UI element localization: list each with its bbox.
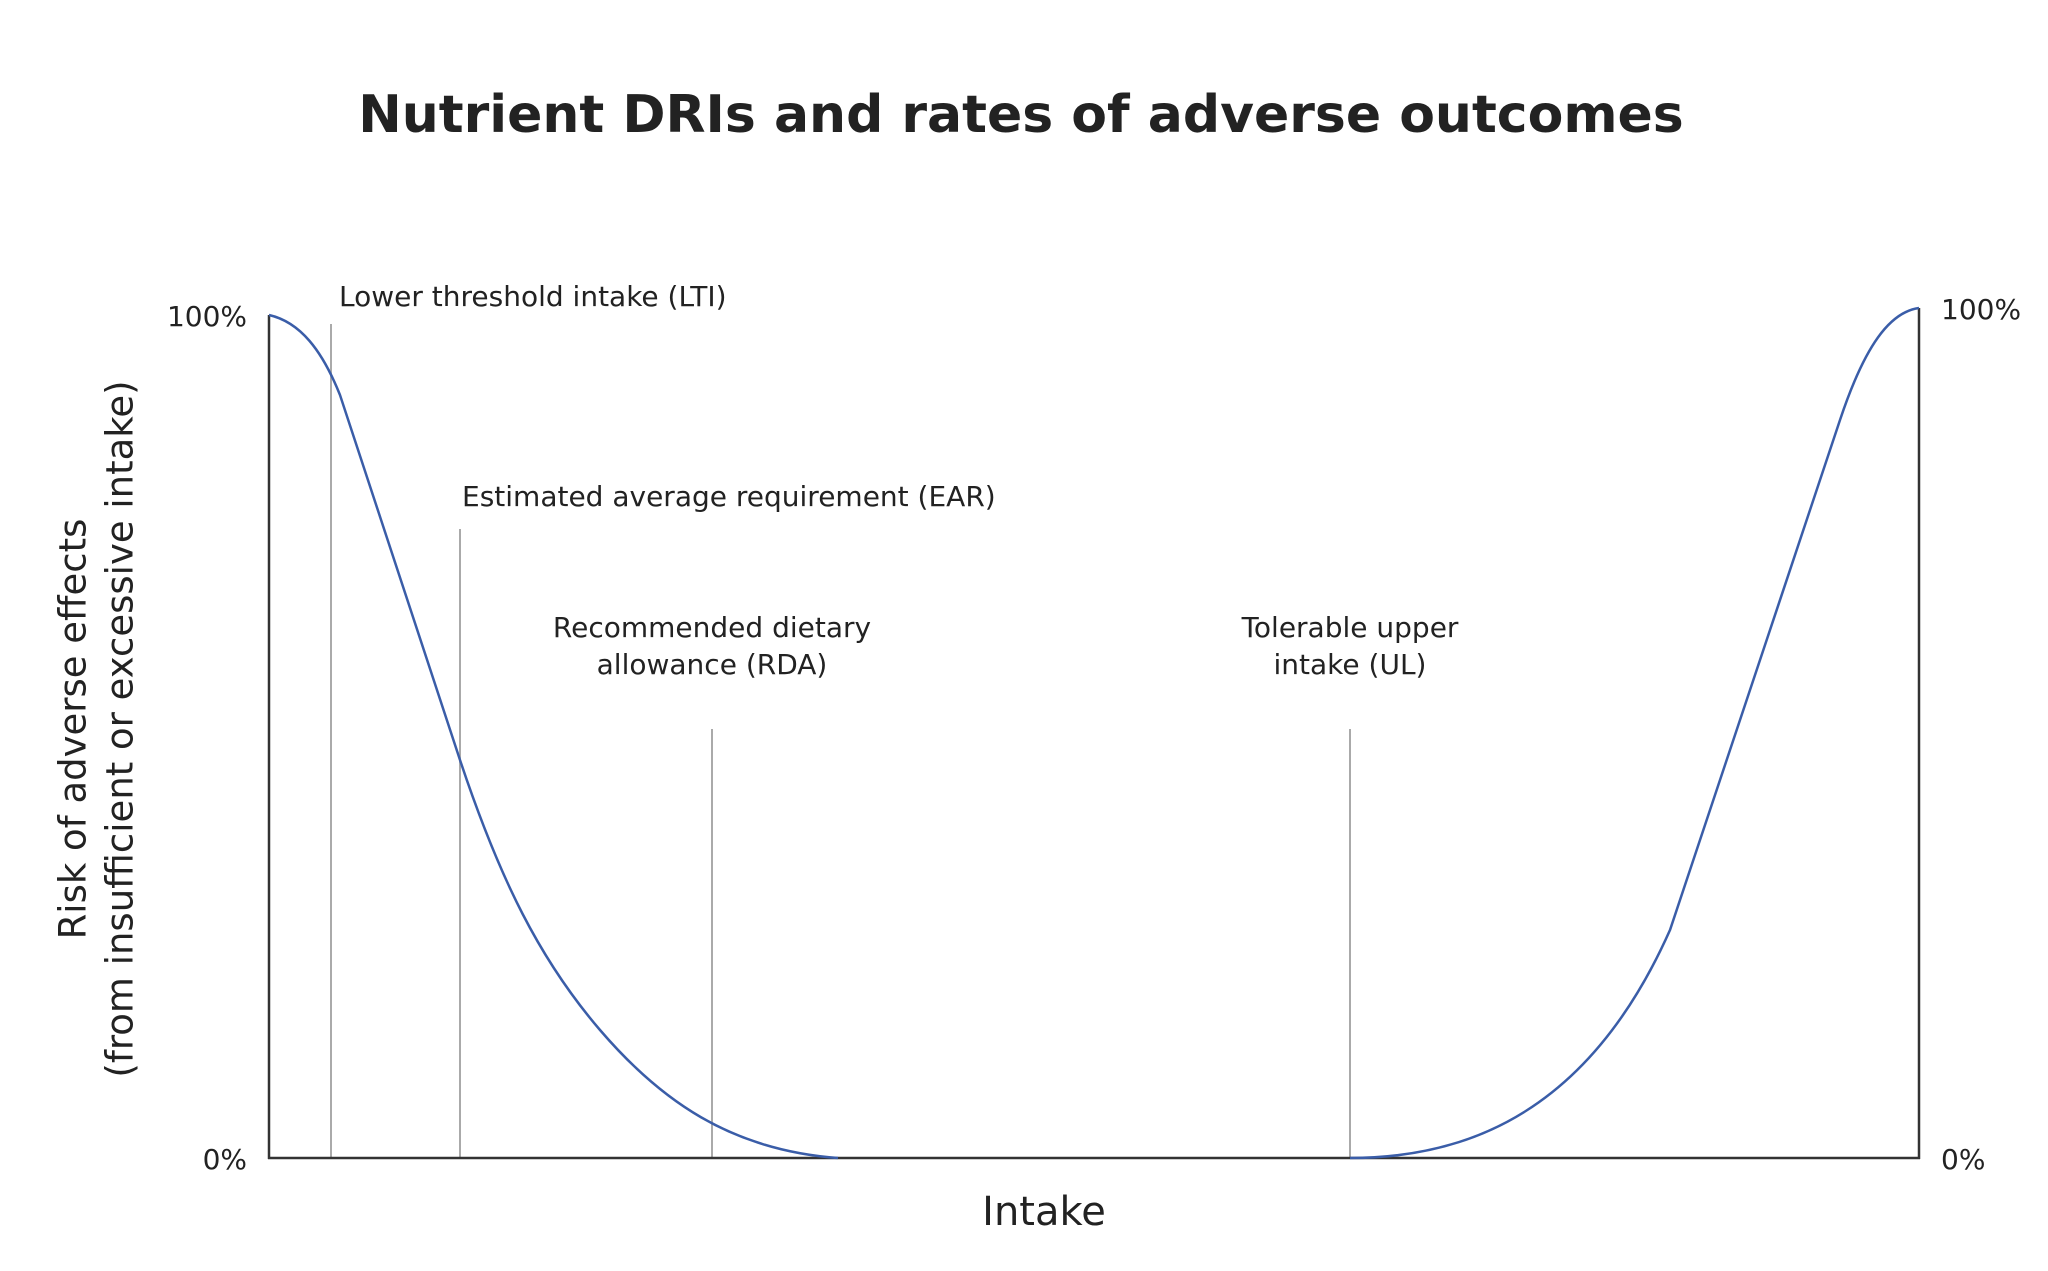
deficiency-risk-curve <box>268 313 839 1160</box>
y-axis-label: (from insufficient or excessive intake) <box>99 380 142 1077</box>
chart-title: Nutrient DRIs and rates of adverse outco… <box>358 85 1684 145</box>
annotation: Lower threshold intake (LTI) <box>339 280 727 313</box>
x-axis-label: Intake <box>982 1189 1106 1235</box>
annotation: Estimated average requirement (EAR) <box>462 480 996 513</box>
annotation: intake (UL) <box>1274 648 1427 681</box>
annotation: Tolerable upper <box>1241 611 1459 644</box>
y-tick-label: 0% <box>203 1143 247 1176</box>
annotation: Recommended dietary <box>553 611 871 644</box>
annotation: allowance (RDA) <box>597 648 828 681</box>
y2-tick-label: 0% <box>1941 1143 1985 1176</box>
y2-tick-label: 100% <box>1941 293 2021 326</box>
y-axis-label: Risk of adverse effects <box>52 519 95 940</box>
y-tick-label: 100% <box>167 300 247 333</box>
excess-risk-curve <box>1349 306 1920 1160</box>
